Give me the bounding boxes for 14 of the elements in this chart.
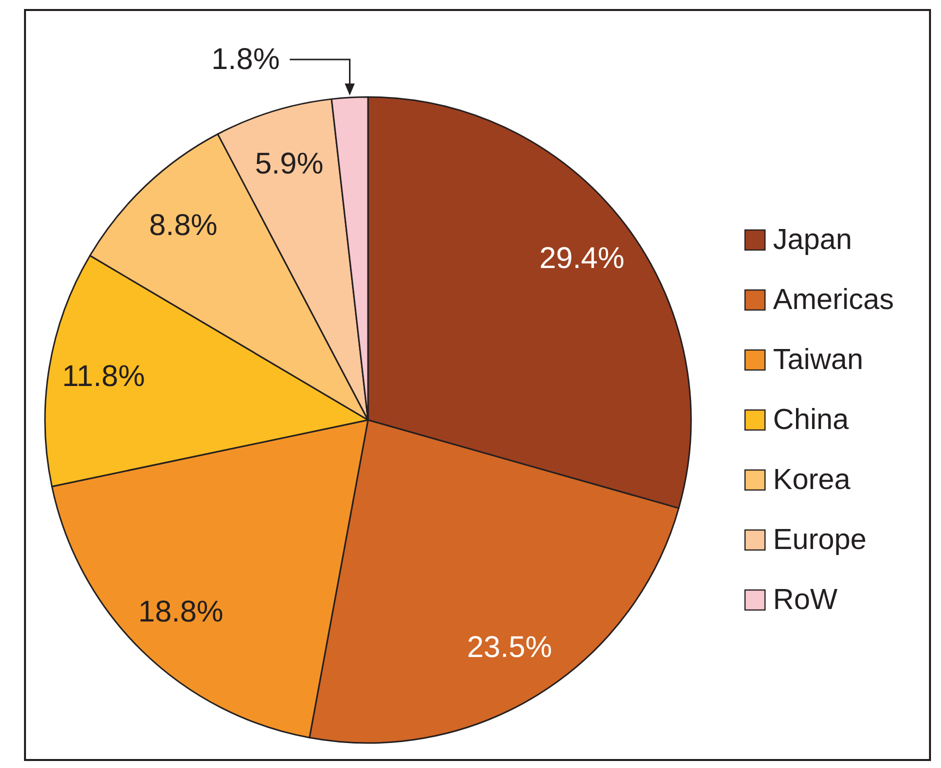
legend-label: China bbox=[773, 404, 850, 436]
data-label: 18.8% bbox=[138, 595, 224, 628]
data-label: 11.8% bbox=[62, 360, 145, 393]
legend-label: RoW bbox=[773, 584, 838, 616]
legend-label: Japan bbox=[773, 224, 852, 256]
data-label: 8.8% bbox=[149, 209, 218, 242]
legend-label: Europe bbox=[773, 524, 867, 556]
legend-label: Americas bbox=[773, 284, 894, 316]
data-label: 23.5% bbox=[466, 631, 552, 664]
data-label: 1.8% bbox=[211, 43, 280, 76]
legend-label: Taiwan bbox=[773, 344, 864, 376]
data-label: 5.9% bbox=[254, 147, 324, 180]
legend-label: Korea bbox=[773, 464, 852, 496]
data-label: 29.4% bbox=[539, 242, 624, 275]
